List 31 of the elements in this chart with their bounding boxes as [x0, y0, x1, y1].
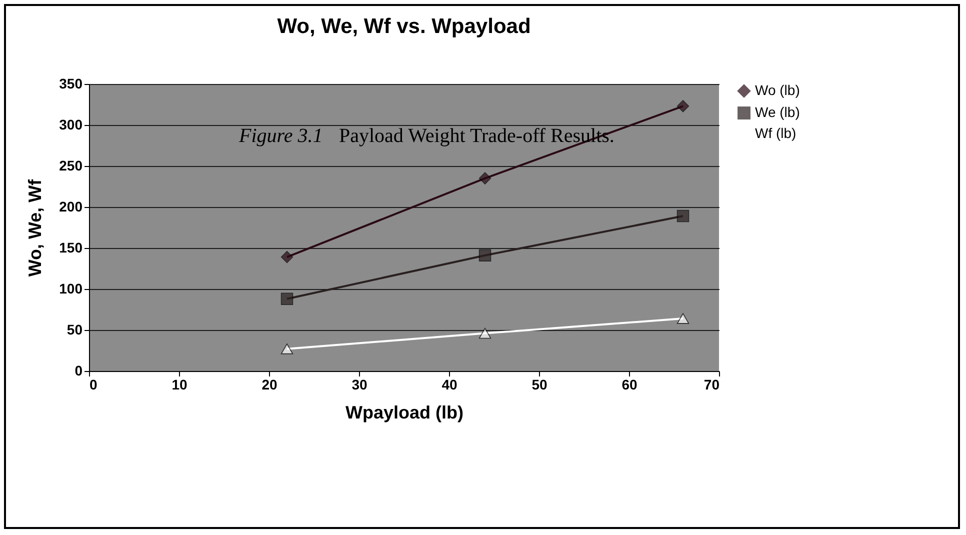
y-tick-label: 250 — [59, 158, 83, 174]
legend-label: We (lb) — [755, 104, 800, 120]
point — [280, 344, 294, 354]
x-tick-label: 0 — [90, 376, 98, 392]
x-tick-label: 10 — [172, 376, 188, 392]
x-tick-label: 20 — [262, 376, 278, 392]
y-tick-label: 300 — [59, 116, 83, 132]
point — [676, 100, 690, 112]
x-tick-label: 30 — [352, 376, 368, 392]
x-tick-label: 50 — [532, 376, 548, 392]
y-tick-label: 100 — [59, 280, 83, 296]
point — [478, 172, 492, 184]
y-tick-label: 350 — [59, 76, 83, 92]
text: Wf (lb) — [755, 125, 796, 141]
point — [478, 249, 492, 262]
x-tick-label: 40 — [442, 376, 458, 392]
y-tick-label: 0 — [74, 362, 83, 378]
y-tick-label: 200 — [59, 198, 83, 214]
point — [676, 313, 690, 324]
x-axis-title: Wpayload (lb) — [346, 402, 464, 422]
point — [478, 328, 492, 339]
point — [676, 210, 690, 222]
y-tick-label: 50 — [66, 322, 83, 338]
legend-label: Wo (lb) — [755, 82, 800, 98]
y-tick-label: 150 — [59, 240, 83, 256]
x-tick-label: 60 — [622, 376, 638, 392]
x-tick-label: 70 — [704, 376, 720, 392]
point — [280, 250, 294, 264]
chart-title: Wo, We, Wf vs. Wpayload — [277, 15, 531, 38]
y-axis-title: Wo, We, Wf — [25, 178, 46, 277]
point — [280, 292, 294, 305]
